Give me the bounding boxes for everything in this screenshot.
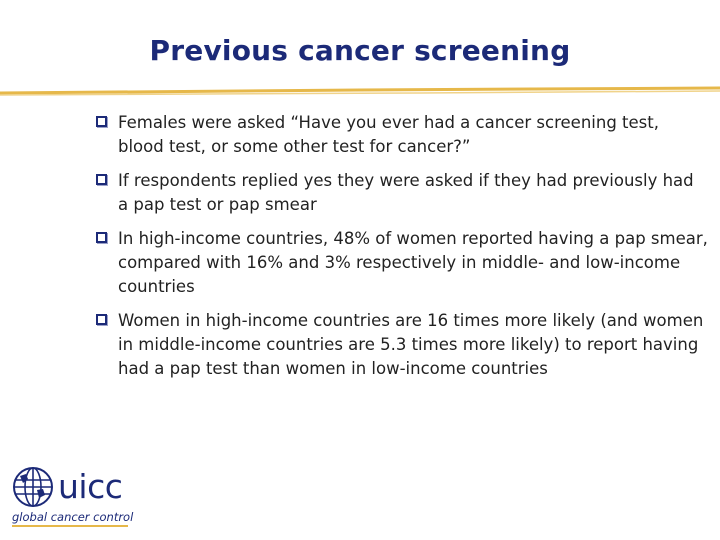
bullet-list: Females were asked “Have you ever had a …	[96, 111, 708, 391]
checkbox-bullet-icon	[96, 116, 107, 127]
checkbox-bullet-icon	[96, 232, 107, 243]
slide-title: Previous cancer screening	[149, 34, 571, 67]
checkbox-bullet-icon	[96, 314, 107, 325]
bullet-item: In high-income countries, 48% of women r…	[96, 227, 708, 299]
logo-tagline: global cancer control	[12, 510, 134, 524]
bullet-text: If respondents replied yes they were ask…	[118, 171, 694, 214]
logo-underline	[12, 525, 128, 527]
bullet-text: Women in high-income countries are 16 ti…	[118, 311, 704, 378]
globe-icon	[13, 467, 53, 507]
uicc-logo: uicc global cancer control	[10, 464, 134, 530]
bullet-item: Women in high-income countries are 16 ti…	[96, 309, 708, 381]
bullet-text: Females were asked “Have you ever had a …	[118, 113, 659, 156]
bullet-text: In high-income countries, 48% of women r…	[118, 229, 708, 296]
bullet-item: Females were asked “Have you ever had a …	[96, 111, 708, 159]
checkbox-bullet-icon	[96, 174, 107, 185]
logo-wordmark: uicc	[58, 467, 123, 506]
bullet-item: If respondents replied yes they were ask…	[96, 169, 708, 217]
title-underline-rule	[0, 86, 720, 96]
